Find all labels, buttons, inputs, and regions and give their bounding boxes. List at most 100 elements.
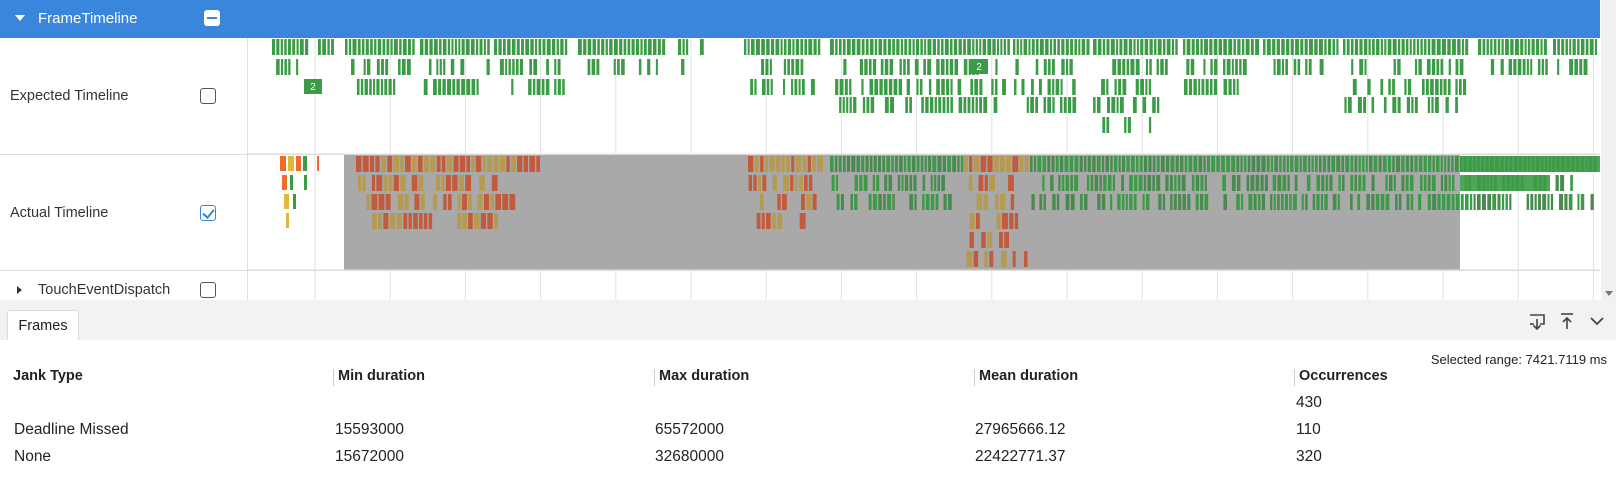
expected-frame[interactable]: [1213, 79, 1218, 95]
actual-frame[interactable]: [1270, 194, 1273, 210]
expected-frame[interactable]: [874, 79, 879, 95]
actual-frame[interactable]: [1195, 175, 1200, 191]
expected-frame[interactable]: [1213, 39, 1218, 55]
expected-frame[interactable]: [916, 79, 919, 95]
expected-frame[interactable]: [791, 79, 794, 95]
expected-frame[interactable]: [906, 79, 910, 95]
expected-frame[interactable]: [1430, 79, 1434, 95]
actual-frame[interactable]: [1345, 156, 1350, 172]
actual-frame[interactable]: [466, 156, 471, 172]
expected-frame[interactable]: [442, 39, 447, 55]
actual-frame[interactable]: [304, 175, 307, 190]
expected-frame[interactable]: [844, 79, 848, 95]
expected-frame[interactable]: [433, 79, 437, 95]
expected-frame[interactable]: [384, 79, 388, 95]
actual-frame[interactable]: [293, 194, 296, 209]
expected-frame[interactable]: [924, 39, 927, 55]
expected-frame[interactable]: [1201, 79, 1205, 95]
expected-frame[interactable]: [1308, 59, 1312, 75]
expected-frame[interactable]: [849, 97, 852, 113]
actual-frame[interactable]: [1505, 194, 1508, 210]
actual-frame[interactable]: [984, 251, 988, 267]
actual-frame[interactable]: [1042, 156, 1046, 172]
actual-frame[interactable]: [1136, 156, 1139, 172]
actual-frame[interactable]: [840, 194, 844, 210]
expected-frame[interactable]: [1263, 39, 1266, 55]
expected-frame[interactable]: [968, 59, 971, 75]
expected-frame[interactable]: [982, 39, 987, 55]
actual-frame[interactable]: [296, 156, 301, 171]
actual-frame[interactable]: [491, 175, 498, 191]
actual-frame[interactable]: [1260, 175, 1264, 191]
expected-frame[interactable]: [1380, 79, 1384, 95]
expected-frame[interactable]: [1203, 59, 1206, 75]
expected-frame[interactable]: [596, 59, 600, 75]
expected-frame[interactable]: [761, 59, 765, 75]
expected-frame[interactable]: [795, 59, 800, 75]
expected-frame[interactable]: [1501, 39, 1504, 55]
actual-frame[interactable]: [1542, 194, 1547, 210]
actual-frame[interactable]: [786, 156, 790, 172]
expected-frame[interactable]: [1023, 39, 1028, 55]
actual-frame[interactable]: [1050, 175, 1054, 191]
actual-frame[interactable]: [1069, 156, 1074, 172]
expected-frame[interactable]: [1434, 97, 1439, 113]
actual-frame[interactable]: [1047, 156, 1051, 172]
expected-frame[interactable]: [1351, 59, 1354, 75]
actual-frame[interactable]: [1350, 156, 1354, 172]
expected-frame[interactable]: [838, 39, 842, 55]
expected-frame[interactable]: [762, 79, 766, 95]
expand-triangle-icon[interactable]: [15, 15, 25, 21]
actual-frame[interactable]: [1580, 194, 1585, 210]
actual-frame[interactable]: [1362, 156, 1365, 172]
expected-frame[interactable]: [360, 79, 364, 95]
expected-frame[interactable]: [919, 79, 923, 95]
actual-frame[interactable]: [1559, 194, 1564, 210]
expected-frame[interactable]: [1436, 59, 1440, 75]
expected-frame[interactable]: [892, 39, 895, 55]
actual-frame[interactable]: [1287, 175, 1290, 191]
expected-frame[interactable]: [967, 97, 971, 113]
actual-frame[interactable]: [1148, 156, 1152, 172]
expected-frame[interactable]: [1457, 39, 1461, 55]
expected-frame[interactable]: [1052, 97, 1055, 113]
expected-frame[interactable]: [1136, 39, 1139, 55]
expected-frame[interactable]: [1078, 39, 1081, 55]
expected-frame[interactable]: [958, 39, 962, 55]
expected-frame[interactable]: [1531, 39, 1535, 55]
actual-frame[interactable]: [1387, 156, 1391, 172]
expected-frame[interactable]: [1186, 59, 1190, 75]
actual-frame[interactable]: [1193, 156, 1198, 172]
actual-frame[interactable]: [1211, 156, 1216, 172]
actual-frame[interactable]: [817, 156, 824, 172]
expected-frame[interactable]: [447, 39, 451, 55]
actual-frame[interactable]: [1206, 156, 1210, 172]
actual-frame[interactable]: [801, 194, 805, 210]
expected-frame[interactable]: [1425, 79, 1429, 95]
expected-frame[interactable]: [903, 59, 906, 75]
expected-frame[interactable]: [1117, 59, 1121, 75]
actual-frame[interactable]: [865, 156, 869, 172]
expected-frame[interactable]: [861, 39, 865, 55]
expected-frame[interactable]: [1070, 39, 1074, 55]
actual-frame[interactable]: [957, 156, 960, 172]
actual-frame[interactable]: [1409, 175, 1414, 191]
expected-frame[interactable]: [280, 39, 283, 55]
expected-frame[interactable]: [899, 59, 902, 75]
actual-frame[interactable]: [886, 156, 890, 172]
expected-frame[interactable]: [994, 79, 998, 95]
actual-frame[interactable]: [1284, 194, 1288, 210]
actual-frame[interactable]: [1375, 194, 1380, 210]
actual-frame[interactable]: [1261, 156, 1266, 172]
actual-frame[interactable]: [1097, 194, 1101, 210]
actual-frame[interactable]: [459, 156, 466, 172]
expected-frame[interactable]: [940, 59, 945, 75]
expected-frame[interactable]: [296, 39, 299, 55]
expected-frame[interactable]: [1478, 39, 1482, 55]
actual-frame[interactable]: [1126, 156, 1130, 172]
actual-frame[interactable]: [506, 156, 510, 172]
expected-frame[interactable]: [1014, 79, 1017, 95]
actual-frame[interactable]: [891, 156, 894, 172]
actual-frame[interactable]: [1338, 175, 1341, 191]
expected-frame[interactable]: [1030, 97, 1034, 113]
